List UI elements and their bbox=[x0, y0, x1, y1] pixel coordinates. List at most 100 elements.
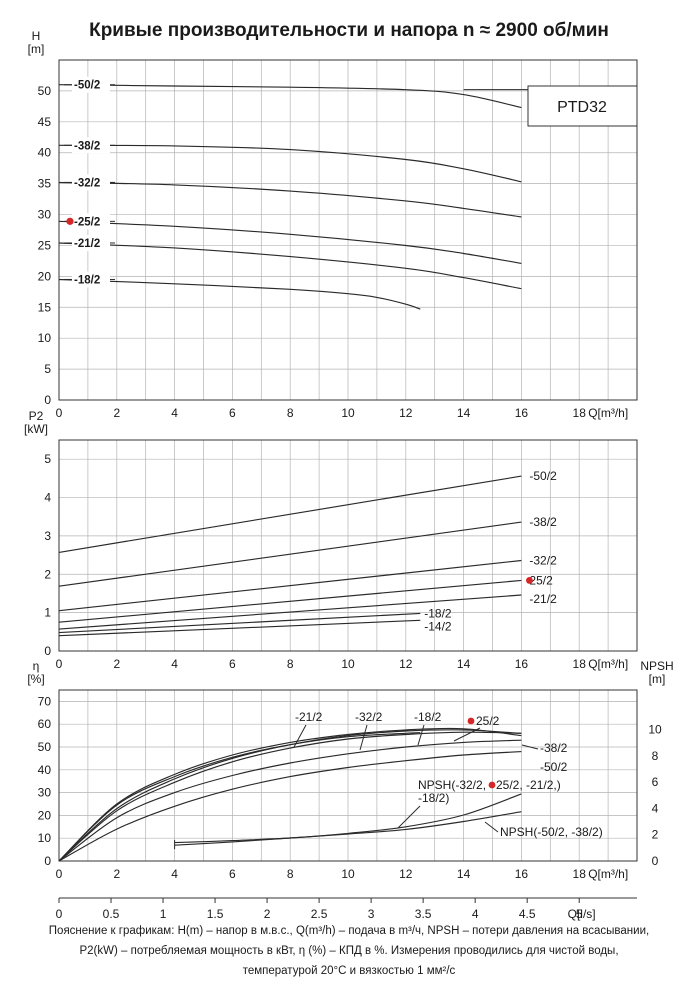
power-series-32-2 bbox=[58, 559, 522, 612]
npsh-label: NPSH(-32/2, bbox=[418, 778, 486, 792]
head-y-tick-label: 45 bbox=[38, 115, 52, 129]
efficiency-series-label: 25/2 bbox=[476, 714, 500, 728]
x2-tick-label: 0.5 bbox=[103, 907, 120, 921]
head-y-tick-label: 25 bbox=[38, 238, 52, 252]
efficiency-y-tick-label: 40 bbox=[38, 763, 52, 777]
head-series-38-2 bbox=[58, 144, 522, 183]
power-series-label: -50/2 bbox=[529, 469, 557, 483]
head-y-tick-label: 50 bbox=[38, 84, 52, 98]
head-series-label: -18/2 bbox=[74, 274, 100, 286]
power-series-21-2 bbox=[58, 594, 522, 630]
power-x-tick-label: 2 bbox=[113, 657, 120, 671]
efficiency-x-axis-label: Q[m³/h] bbox=[588, 867, 628, 881]
head-y-tick-label: 40 bbox=[38, 146, 52, 160]
head-series-32-2 bbox=[58, 181, 522, 218]
head-y-axis-label: [m] bbox=[28, 42, 45, 56]
efficiency-y2-axis-label: NPSH bbox=[640, 659, 673, 673]
head-series-label: -25/2 bbox=[74, 216, 100, 228]
efficiency-leader bbox=[453, 727, 481, 742]
highlight-marker bbox=[526, 577, 533, 584]
head-x-tick-label: 16 bbox=[515, 406, 529, 420]
head-x-tick-label: 0 bbox=[56, 406, 63, 420]
efficiency-y2-tick-label: 0 bbox=[652, 854, 659, 868]
efficiency-series-NPSH-50-2-38-2 bbox=[174, 811, 522, 846]
power-series-label: -32/2 bbox=[529, 553, 557, 567]
efficiency-series-18-2 bbox=[58, 732, 421, 862]
head-x-tick-label: 10 bbox=[341, 406, 355, 420]
power-series-18-2 bbox=[58, 612, 421, 634]
power-series-25-2 bbox=[58, 579, 522, 623]
power-series-50-2 bbox=[58, 475, 522, 553]
efficiency-y-tick-label: 60 bbox=[38, 717, 52, 731]
highlight-marker bbox=[467, 717, 475, 725]
efficiency-x-tick-label: 10 bbox=[341, 867, 355, 881]
head-x-tick-label: 2 bbox=[113, 406, 120, 420]
efficiency-x-tick-label: 18 bbox=[573, 867, 587, 881]
head-label-bg bbox=[72, 271, 110, 288]
power-x-tick-label: 12 bbox=[399, 657, 413, 671]
head-series-label: -38/2 bbox=[74, 140, 100, 152]
efficiency-leader bbox=[521, 744, 539, 750]
efficiency-x-tick-label: 16 bbox=[515, 867, 529, 881]
efficiency-y-tick-label: 70 bbox=[38, 694, 52, 708]
head-series-label: -21/2 bbox=[74, 238, 100, 250]
head-label-bg bbox=[72, 76, 110, 93]
head-y-tick-label: 15 bbox=[38, 300, 52, 314]
head-series-label: -32/2 bbox=[74, 177, 100, 189]
head-series-50-2 bbox=[58, 84, 522, 109]
power-x-tick-label: 4 bbox=[171, 657, 178, 671]
page-title: Кривые производительности и напора n ≈ 2… bbox=[89, 20, 609, 41]
power-x-tick-label: 0 bbox=[56, 657, 63, 671]
efficiency-x-tick-label: 6 bbox=[229, 867, 236, 881]
x2-tick-label: 2.5 bbox=[311, 907, 328, 921]
head-series-21-2 bbox=[58, 242, 522, 290]
efficiency-series-25-2 bbox=[58, 731, 522, 862]
efficiency-y2-tick-label: 8 bbox=[652, 749, 659, 763]
efficiency-y-tick-label: 20 bbox=[38, 808, 52, 822]
power-x-tick-label: 8 bbox=[287, 657, 294, 671]
efficiency-leader bbox=[417, 724, 425, 746]
head-series-25-2 bbox=[58, 220, 522, 264]
head-series-18-2 bbox=[58, 278, 421, 310]
efficiency-series-label: -21/2 bbox=[295, 710, 323, 724]
power-x-tick-label: 18 bbox=[573, 657, 587, 671]
power-y-axis-label: [kW] bbox=[24, 422, 48, 436]
head-series-label: -50/2 bbox=[74, 80, 100, 92]
power-series-label: -18/2 bbox=[424, 606, 452, 620]
power-series-38-2 bbox=[58, 521, 522, 587]
efficiency-y2-tick-label: 4 bbox=[652, 801, 659, 815]
x2-tick-label: 1 bbox=[160, 907, 167, 921]
x2-tick-label: 2 bbox=[264, 907, 271, 921]
x2-tick-label: 3 bbox=[368, 907, 375, 921]
efficiency-x-tick-label: 2 bbox=[113, 867, 120, 881]
head-label-bg bbox=[72, 137, 110, 154]
head-label-bg bbox=[72, 213, 110, 230]
head-x-axis-label: Q[m³/h] bbox=[588, 406, 628, 420]
efficiency-series-label: -38/2 bbox=[540, 741, 568, 755]
efficiency-leader bbox=[359, 724, 368, 751]
efficiency-x-tick-label: 8 bbox=[287, 867, 294, 881]
power-series-14-2 bbox=[58, 619, 421, 637]
efficiency-series-label: -50/2 bbox=[540, 760, 568, 774]
head-y-axis-label: H bbox=[32, 29, 41, 43]
efficiency-series-label: -18/2 bbox=[414, 710, 442, 724]
x2-tick-label: 3.5 bbox=[415, 907, 432, 921]
head-x-tick-label: 4 bbox=[171, 406, 178, 420]
power-y-tick-label: 3 bbox=[44, 529, 51, 543]
x2-tick-label: 4.5 bbox=[519, 907, 536, 921]
efficiency-y-axis-label: [%] bbox=[27, 672, 44, 686]
power-y-tick-label: 2 bbox=[44, 567, 51, 581]
power-x-tick-label: 10 bbox=[341, 657, 355, 671]
footnote-line-2: P2(kW) – потребляемая мощность в кВт, η … bbox=[79, 945, 619, 957]
head-x-tick-label: 8 bbox=[287, 406, 294, 420]
head-y-tick-label: 10 bbox=[38, 331, 52, 345]
efficiency-plot-frame bbox=[58, 689, 638, 862]
power-x-tick-label: 16 bbox=[515, 657, 529, 671]
power-y-tick-label: 4 bbox=[44, 491, 51, 505]
x2-tick-label: 4 bbox=[472, 907, 479, 921]
head-x-tick-label: 14 bbox=[457, 406, 471, 420]
power-y-tick-label: 0 bbox=[44, 644, 51, 658]
head-x-tick-label: 18 bbox=[573, 406, 587, 420]
x2-tick-label: 0 bbox=[56, 907, 63, 921]
efficiency-y2-tick-label: 2 bbox=[652, 828, 659, 842]
